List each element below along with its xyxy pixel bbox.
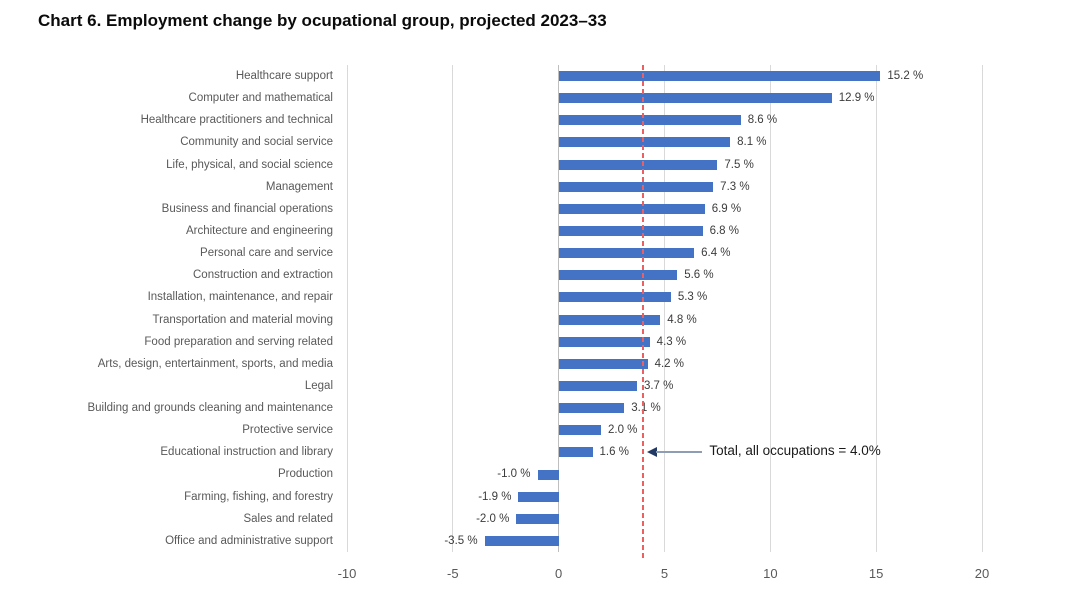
bar [558,71,881,82]
category-label: Protective service [242,424,333,437]
bar-value-label: 6.4 % [701,247,731,260]
bar-value-label: -1.0 % [497,468,531,481]
bar [558,93,832,104]
bar-value-label: 6.9 % [711,202,742,215]
category-label: Healthcare practitioners and technical [140,114,333,127]
x-axis-tick-label: 20 [974,566,990,581]
bar-value-label: -2.0 % [476,512,510,525]
bar-value-label: -1.9 % [478,490,512,503]
bar [537,469,559,480]
bar-value-label: 5.6 % [684,269,714,282]
bar [558,425,601,436]
bar-value-label: 8.6 % [747,114,778,127]
bar [558,358,648,369]
annotation-text: Total, all occupations = 4.0% [709,443,881,459]
category-label: Educational instruction and library [160,446,333,459]
category-label: Legal [304,379,333,392]
category-label: Business and financial operations [161,202,333,215]
category-label: Construction and extraction [193,269,333,282]
bar [558,137,731,148]
chart-title: Chart 6. Employment change by ocupationa… [38,11,607,30]
bar [558,447,593,458]
bar-value-label: 1.6 % [599,446,629,459]
category-label: Production [278,468,333,481]
bar [518,491,559,502]
category-label: Sales and related [243,512,333,525]
bar [516,513,559,524]
bar [558,292,671,303]
bar [558,270,678,281]
category-label: Architecture and engineering [185,224,333,237]
bar-value-label: 4.8 % [667,313,697,326]
bar-value-label: 5.3 % [677,291,708,304]
category-label: Food preparation and serving related [144,335,333,348]
category-label: Life, physical, and social science [166,158,333,171]
bar [558,403,625,414]
category-label: Farming, fishing, and forestry [184,490,333,503]
bar-value-label: 4.2 % [654,357,684,370]
gridline [875,65,877,552]
category-label: Community and social service [180,136,333,149]
gridline [452,65,454,552]
bar-value-label: 3.7 % [643,379,674,392]
category-label: Management [265,180,333,193]
annotation-arrow-head [647,447,658,458]
category-label: Healthcare support [235,70,333,82]
bar-value-label: 12.9 % [838,92,875,105]
bar [558,314,661,325]
reference-line [642,65,645,560]
bar-value-label: 3.1 % [631,402,661,415]
x-axis-tick-label: 10 [763,566,778,581]
bar [484,535,559,546]
x-axis-tick-label: -5 [447,566,459,581]
x-axis-tick-label: 15 [868,566,884,581]
bar [558,336,650,347]
category-label: Personal care and service [200,247,333,260]
bar-value-label: 8.1 % [737,136,767,149]
gridline [664,65,665,552]
bar [558,115,741,126]
bar [558,159,718,170]
x-axis-tick-label: 5 [660,566,669,581]
zero-axis-line [558,65,560,552]
category-label: Office and administrative support [165,534,333,547]
x-axis-tick-label: 0 [555,566,563,581]
gridline [981,65,983,552]
bar-value-label: 6.8 % [709,224,740,237]
bar-value-label: 4.3 % [656,335,687,348]
bar [558,203,705,214]
gridline [769,65,771,552]
category-label: Installation, maintenance, and repair [147,291,333,304]
bar-value-label: 7.3 % [720,180,750,193]
bar [558,248,695,259]
annotation-arrow-line [656,451,703,454]
category-label: Transportation and material moving [152,313,333,326]
bar [558,380,637,391]
category-label: Computer and mathematical [188,92,333,105]
bar-value-label: -3.5 % [444,534,478,547]
category-label: Building and grounds cleaning and mainte… [87,402,333,415]
bar [558,181,714,192]
x-axis-tick-label: -10 [337,566,357,581]
bar-value-label: 15.2 % [887,70,924,82]
bar-value-label: 7.5 % [724,158,754,171]
gridline [346,65,348,552]
bar [558,226,703,237]
category-label: Arts, design, entertainment, sports, and… [97,357,333,370]
bar-value-label: 2.0 % [608,424,638,437]
